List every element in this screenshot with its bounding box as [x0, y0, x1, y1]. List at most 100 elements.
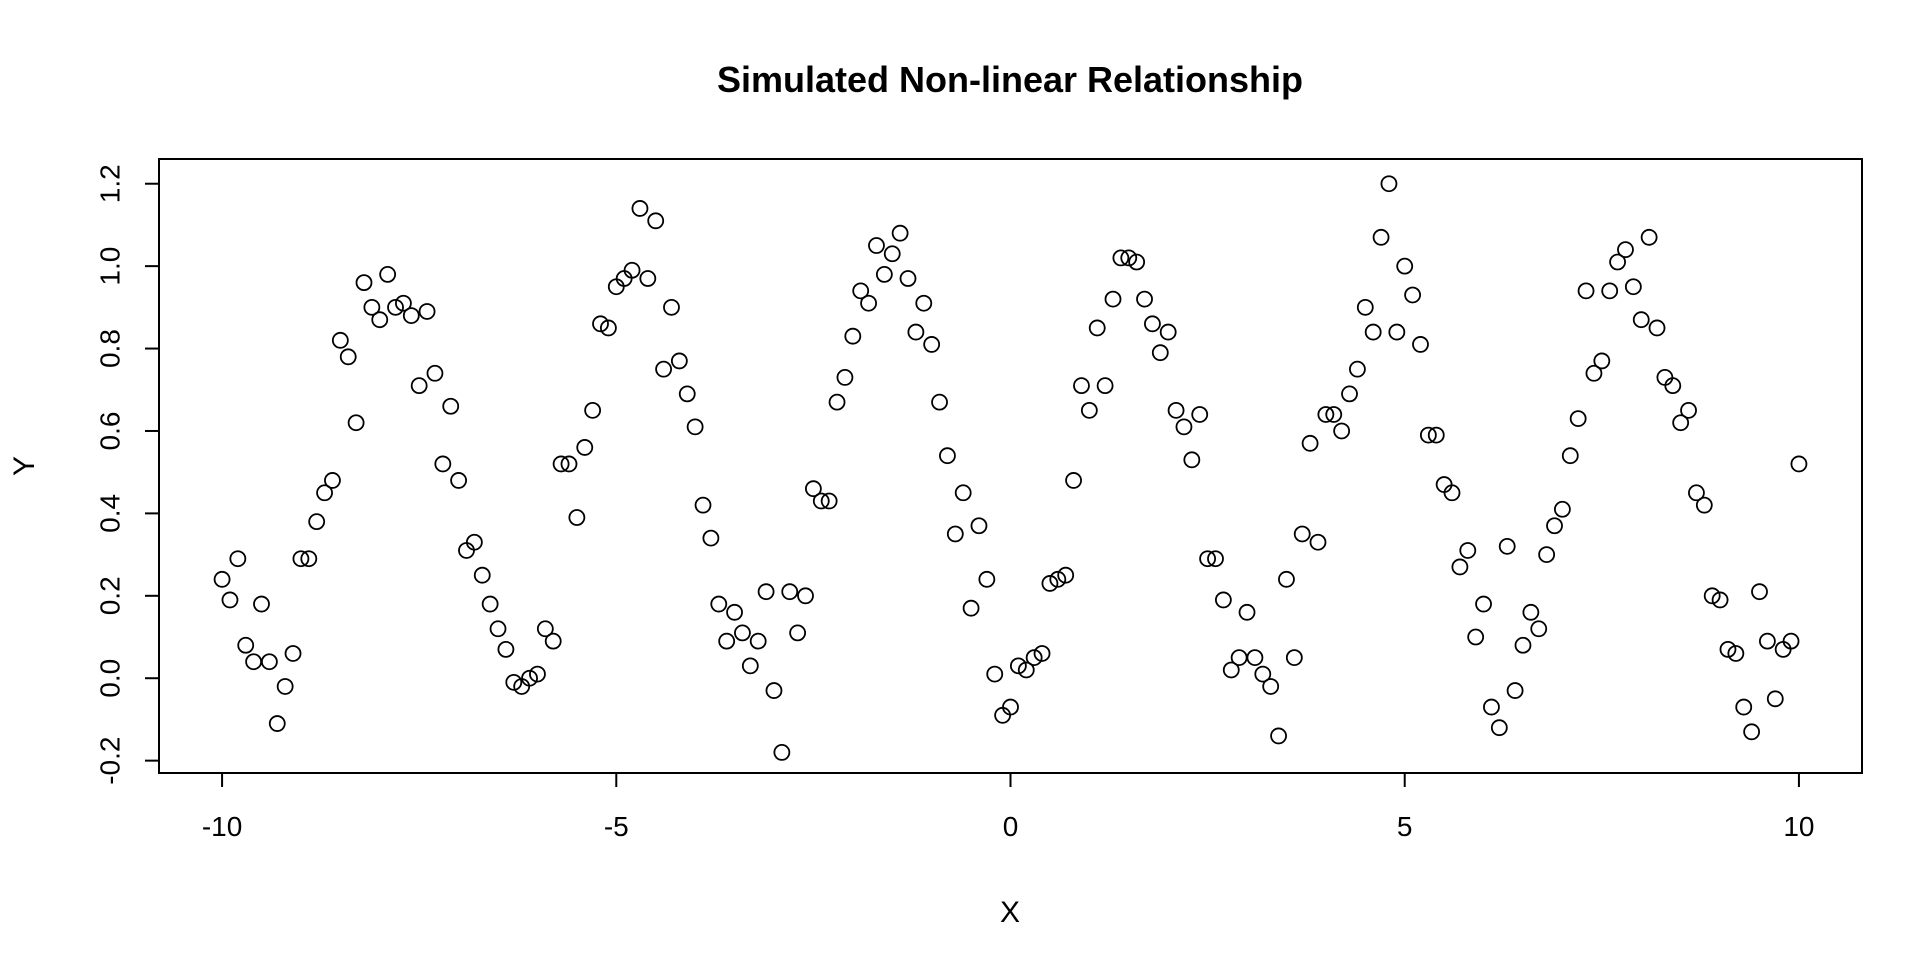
- data-point: [1419, 426, 1437, 444]
- data-point: [946, 525, 964, 543]
- y-axis: -0.2 0.0 0.2 0.4 0.6 0.8 1.0 1.2: [95, 164, 160, 785]
- data-point: [418, 303, 436, 320]
- data-point: [355, 274, 373, 292]
- data-point: [757, 583, 775, 601]
- data-point: [749, 632, 767, 650]
- data-point: [442, 397, 460, 415]
- data-point: [670, 352, 688, 370]
- data-point: [1758, 632, 1776, 650]
- data-point: [655, 360, 672, 378]
- data-point: [710, 595, 728, 613]
- data-point: [1049, 570, 1067, 588]
- data-point: [1467, 628, 1485, 646]
- data-point: [954, 484, 972, 502]
- data-point: [781, 583, 799, 601]
- data-point: [1175, 418, 1193, 436]
- data-point: [1120, 249, 1138, 267]
- data-point: [1719, 640, 1737, 658]
- data-point: [1538, 546, 1556, 563]
- data-point: [1167, 401, 1185, 419]
- y-tick-label: 0.4: [95, 494, 126, 533]
- data-point: [1475, 595, 1492, 613]
- data-point: [765, 682, 783, 699]
- data-point: [1459, 542, 1477, 559]
- data-point: [1096, 377, 1114, 395]
- x-tick-label: 10: [1783, 811, 1814, 842]
- y-tick-label: 0.8: [95, 329, 126, 368]
- data-point: [773, 743, 791, 761]
- data-point: [339, 348, 357, 366]
- data-point: [379, 265, 397, 283]
- data-point: [891, 224, 909, 242]
- data-point: [395, 294, 412, 312]
- data-point: [497, 640, 515, 658]
- data-point: [1751, 583, 1768, 601]
- data-point: [1577, 282, 1595, 300]
- data-point: [1073, 377, 1090, 395]
- data-point: [308, 513, 326, 531]
- data-point: [1703, 587, 1721, 605]
- data-point: [804, 480, 822, 498]
- data-point: [1396, 257, 1414, 275]
- data-point: [1766, 690, 1784, 708]
- data-point: [1514, 636, 1532, 654]
- x-tick-label: 0: [1003, 811, 1019, 842]
- x-axis-title: X: [1000, 896, 1020, 929]
- data-point: [1664, 377, 1682, 395]
- data-point: [1041, 575, 1059, 592]
- data-point: [1680, 401, 1697, 419]
- data-point: [986, 665, 1004, 683]
- data-point: [1388, 323, 1406, 341]
- data-point: [647, 212, 665, 230]
- data-point: [536, 620, 554, 638]
- data-point: [1735, 698, 1753, 716]
- data-point: [931, 393, 948, 411]
- data-point: [1349, 360, 1366, 378]
- data-point: [1711, 591, 1729, 609]
- y-tick-label: 0.6: [95, 412, 126, 451]
- data-point: [1191, 406, 1209, 423]
- data-point: [978, 570, 996, 588]
- data-point: [1617, 241, 1634, 259]
- data-point: [1498, 537, 1516, 555]
- data-point: [883, 245, 901, 263]
- data-point: [734, 624, 751, 642]
- data-point: [1222, 661, 1240, 679]
- data-point: [1695, 496, 1713, 514]
- data-point: [1104, 290, 1122, 308]
- data-point: [1278, 570, 1295, 588]
- data-point: [1057, 566, 1075, 584]
- data-points: [213, 175, 1808, 761]
- x-tick-label: -10: [202, 811, 242, 842]
- data-point: [552, 455, 570, 473]
- data-point: [1309, 533, 1327, 551]
- data-point: [1601, 282, 1619, 300]
- x-axis: -10 -5 0 5 10: [202, 772, 1815, 842]
- data-point: [1546, 517, 1563, 535]
- data-point: [631, 200, 649, 217]
- data-point: [1530, 620, 1548, 638]
- data-point: [686, 418, 704, 436]
- data-point: [1506, 682, 1524, 699]
- data-point: [1254, 665, 1272, 683]
- data-point: [1483, 698, 1500, 716]
- data-point: [844, 327, 862, 345]
- x-tick-label: 5: [1397, 811, 1413, 842]
- data-point: [1490, 719, 1508, 737]
- data-point: [726, 603, 743, 621]
- y-tick-label: 1.2: [95, 164, 126, 203]
- data-point: [1112, 249, 1130, 267]
- data-point: [820, 492, 838, 510]
- data-point: [221, 591, 239, 609]
- data-point: [1561, 447, 1579, 465]
- data-point: [363, 298, 381, 316]
- data-point: [1002, 698, 1019, 716]
- data-point: [907, 323, 925, 341]
- data-point: [962, 599, 980, 617]
- data-point: [253, 595, 270, 613]
- data-point: [1285, 649, 1303, 667]
- data-point: [694, 496, 712, 514]
- data-point: [1238, 603, 1256, 621]
- data-point: [828, 393, 846, 411]
- data-point: [316, 484, 333, 502]
